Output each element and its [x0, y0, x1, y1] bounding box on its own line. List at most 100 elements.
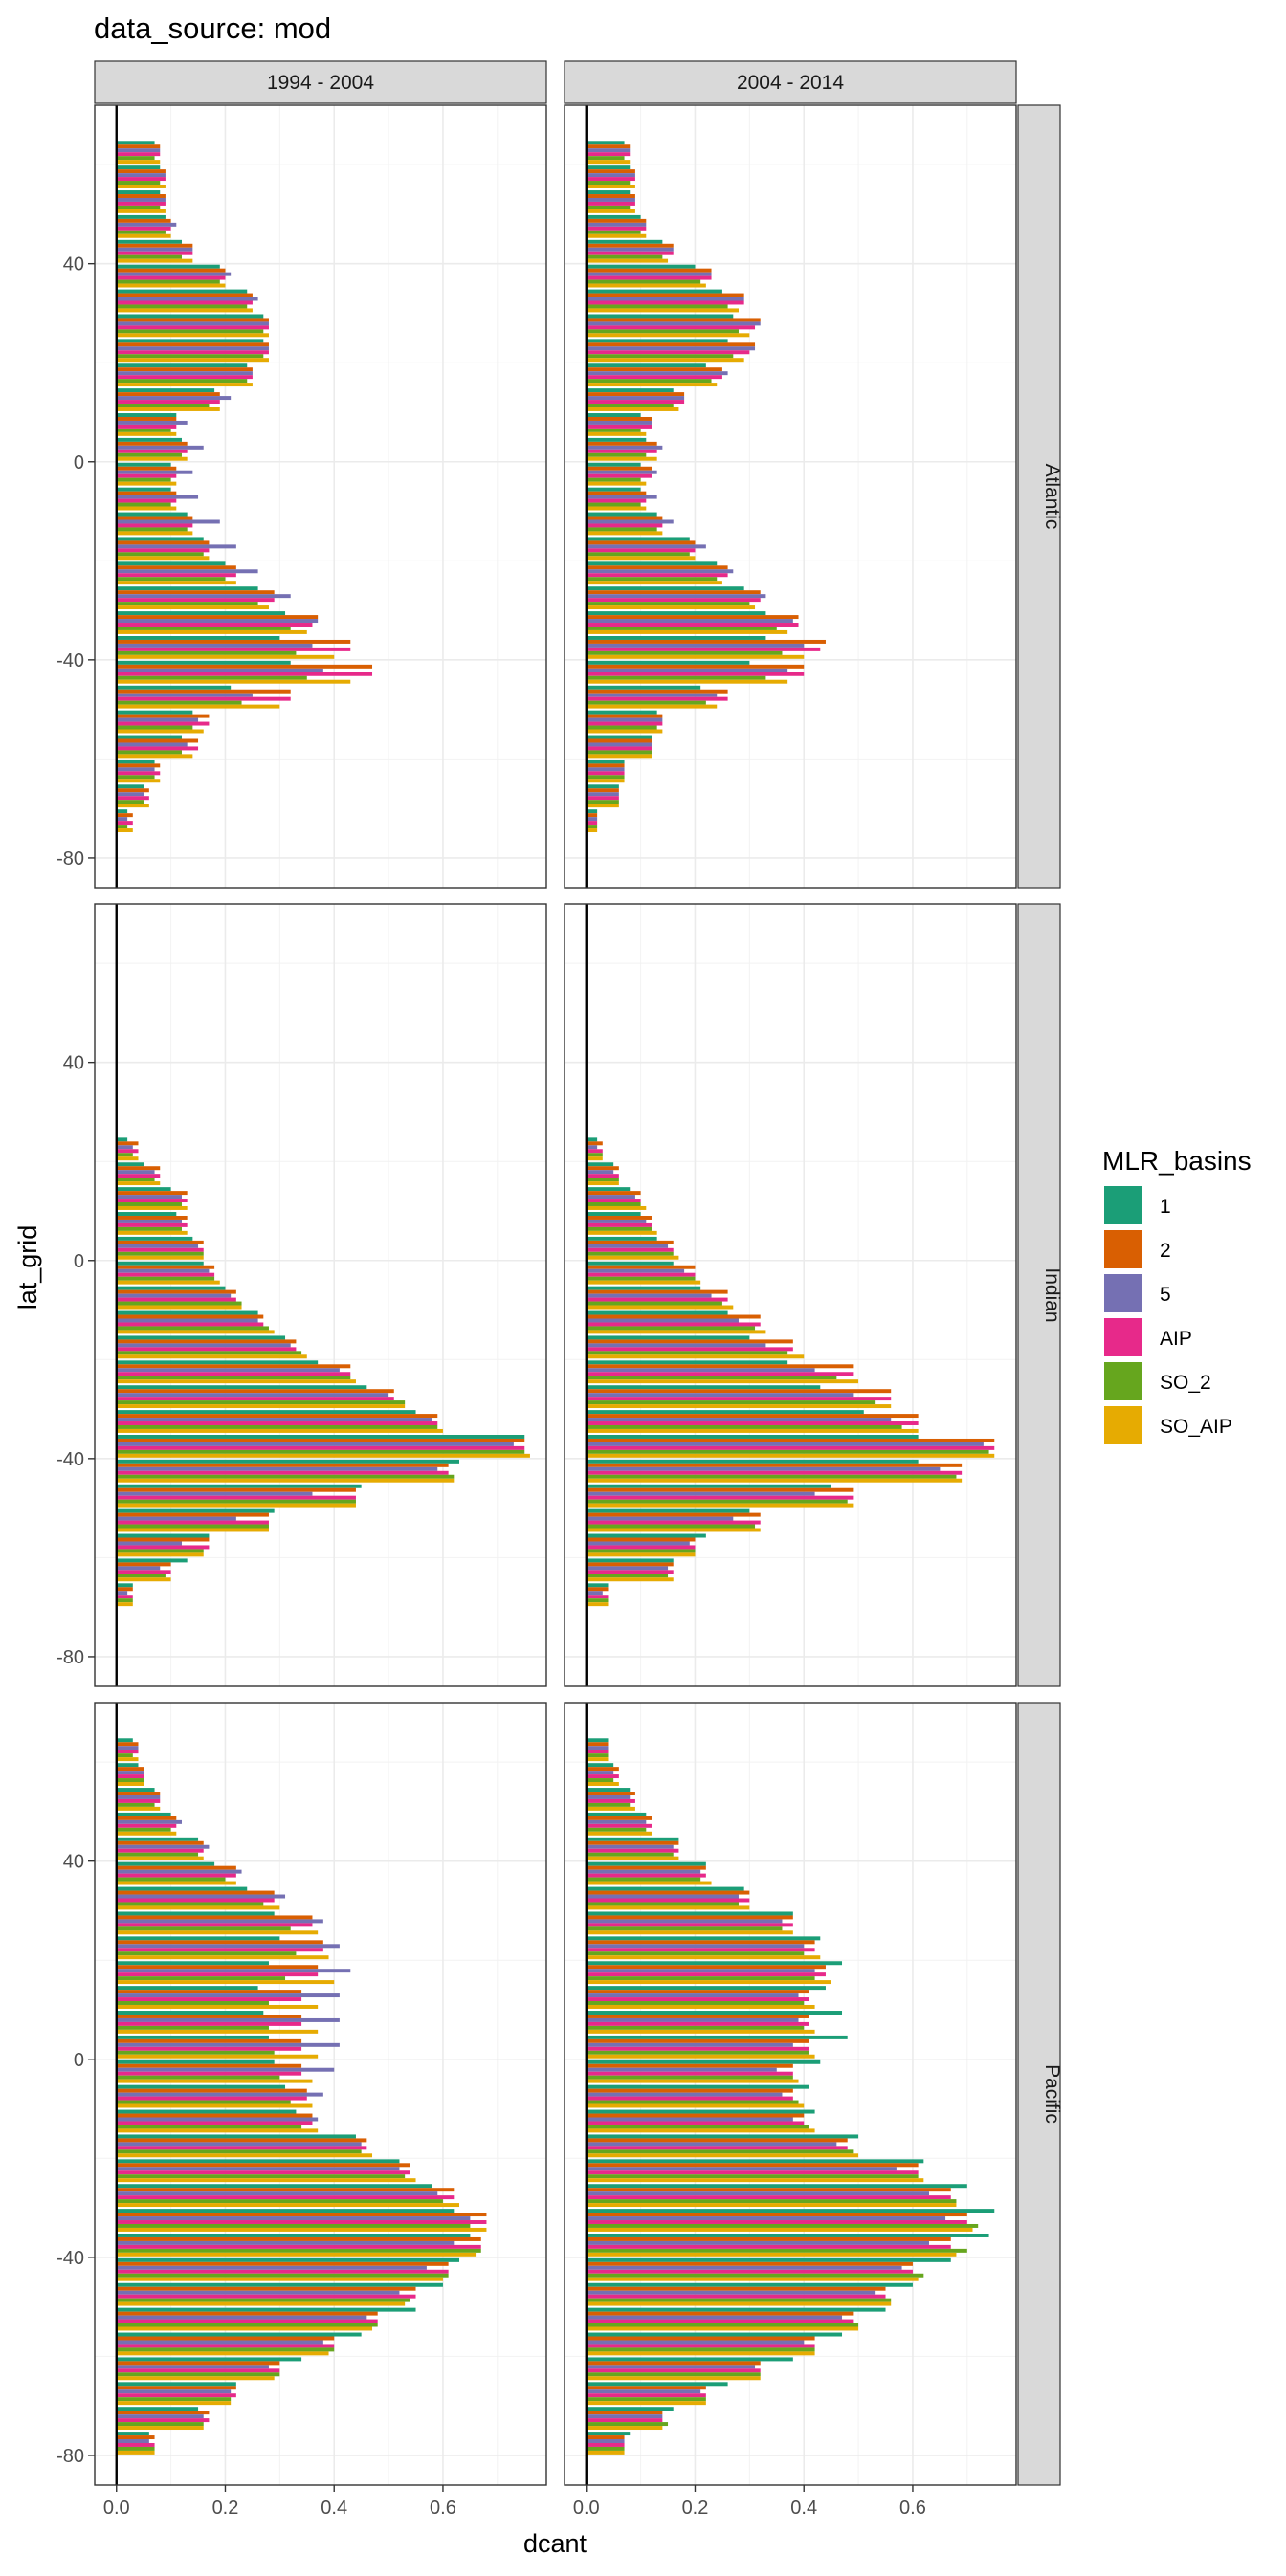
bar-aip [586, 1272, 696, 1277]
bar-2 [586, 1240, 674, 1244]
bar-so-aip [116, 431, 177, 436]
x-tick-label: 0.2 [212, 2498, 239, 2519]
bar-so-aip [116, 2178, 416, 2183]
bar-aip [116, 300, 253, 305]
bar-so-2 [586, 675, 766, 680]
bar-so-aip [586, 1354, 805, 1359]
bar-1 [116, 2134, 356, 2139]
bar-5 [116, 297, 258, 301]
bar-aip [586, 2170, 919, 2175]
bar-so-aip [586, 258, 669, 263]
bar-so-2 [586, 2125, 809, 2129]
bar-1 [116, 2184, 432, 2189]
bar-aip [586, 1347, 793, 1352]
bar-2 [586, 2014, 809, 2018]
bar-1 [116, 2011, 264, 2015]
bar-so-aip [586, 704, 718, 709]
bar-5 [586, 2017, 799, 2022]
bar-1 [116, 2282, 443, 2287]
chart-title: data_source: mod [94, 11, 331, 45]
bar-5 [586, 1442, 984, 1446]
bar-aip [586, 647, 821, 651]
legend-label: 1 [1160, 1196, 1171, 1218]
bar-2 [116, 1742, 139, 1747]
bar-aip [586, 1595, 609, 1599]
bar-5 [586, 2167, 897, 2171]
bar-5 [586, 1418, 892, 1422]
bar-aip [116, 1595, 133, 1599]
bar-aip [586, 2220, 967, 2224]
bar-so-2 [586, 1976, 815, 1981]
bar-so-2 [116, 2050, 275, 2055]
bar-so-aip [586, 2227, 973, 2232]
bar-1 [116, 437, 182, 442]
bar-1 [586, 1861, 706, 1866]
bar-aip [586, 375, 722, 380]
bar-aip [116, 1545, 210, 1550]
bar-so-2 [586, 552, 690, 557]
bar-2 [116, 2088, 307, 2093]
bar-aip [116, 1322, 264, 1327]
row-strip [1017, 1702, 1061, 2486]
bar-1 [116, 1137, 128, 1142]
bar-2 [116, 2188, 455, 2192]
bar-so-2 [116, 675, 307, 680]
bar-1 [586, 190, 631, 195]
bar-so-2 [586, 379, 712, 384]
bar-so-aip [116, 456, 188, 461]
bar-2 [586, 813, 598, 818]
bar-so-2 [116, 602, 258, 606]
bar-aip [116, 1222, 188, 1227]
panel-border [564, 104, 1017, 889]
bar-5 [116, 445, 204, 450]
bar-aip [586, 177, 635, 182]
bar-1 [116, 413, 177, 417]
bar-aip [116, 1149, 139, 1154]
bar-so-2 [586, 1351, 788, 1355]
bar-2 [116, 1587, 133, 1592]
bar-1 [586, 1763, 614, 1768]
bar-2 [116, 367, 253, 372]
bar-aip [586, 2244, 951, 2249]
bar-1 [586, 1434, 919, 1439]
bar-so-aip [586, 605, 756, 610]
bar-5 [586, 767, 625, 772]
bar-so-2 [586, 1400, 876, 1405]
bar-1 [116, 1861, 215, 1866]
bar-so-2 [116, 1598, 133, 1603]
bar-5 [586, 1794, 631, 1799]
bar-aip [586, 1322, 761, 1327]
bar-so-aip [586, 754, 652, 759]
bar-so-aip [116, 1330, 275, 1334]
bar-1 [586, 1961, 843, 1966]
bar-2 [116, 1414, 438, 1419]
bar-2 [586, 2386, 706, 2390]
bar-5 [116, 470, 193, 474]
bar-so-aip [586, 2252, 957, 2257]
bar-5 [116, 2290, 400, 2295]
bar-aip [586, 1520, 761, 1525]
bar-so-2 [116, 477, 171, 482]
bar-so-2 [586, 205, 631, 209]
bar-1 [116, 1886, 248, 1891]
bar-so-2 [116, 279, 220, 284]
bar-5 [586, 1591, 603, 1596]
bar-so-aip [586, 729, 663, 734]
bar-aip [116, 152, 161, 157]
bar-so-2 [116, 2248, 481, 2253]
bar-2 [586, 1865, 706, 1870]
legend-key-so-2 [1104, 1362, 1142, 1400]
bar-5 [586, 1944, 805, 1949]
bar-5 [586, 2365, 756, 2369]
bar-1 [116, 2257, 460, 2262]
bar-2 [116, 1792, 161, 1795]
bar-aip [586, 1873, 706, 1878]
bar-so-aip [586, 1757, 609, 1762]
bar-so-2 [116, 1276, 215, 1281]
bar-1 [116, 512, 188, 517]
bar-aip [116, 821, 133, 826]
bar-1 [586, 512, 657, 517]
bar-1 [586, 611, 766, 616]
bar-5 [586, 247, 674, 252]
bar-2 [116, 1840, 204, 1845]
